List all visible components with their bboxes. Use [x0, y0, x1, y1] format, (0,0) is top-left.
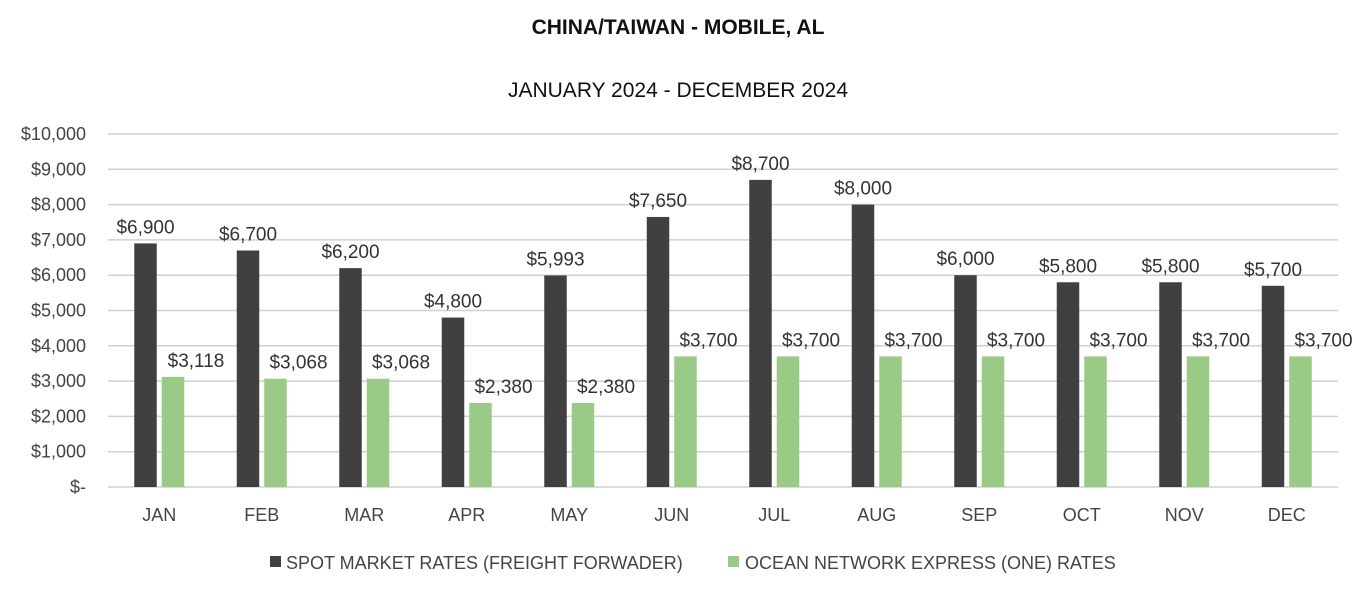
one-rate-label: $3,068	[269, 353, 327, 374]
one-rate-bar	[264, 378, 287, 487]
one-rate-bar	[674, 356, 697, 487]
spot-rate-bar	[646, 216, 670, 487]
y-tick-label: $8,000	[31, 195, 86, 215]
x-tick-label: JUN	[654, 505, 689, 525]
y-tick-label: $6,000	[31, 265, 86, 285]
spot-rate-label: $6,000	[936, 249, 994, 270]
spot-rate-bar	[134, 243, 157, 487]
spot-rate-bar	[954, 275, 977, 487]
bars	[134, 179, 1312, 487]
spot-rate-bar	[851, 204, 875, 487]
spot-rate-bar	[1261, 285, 1285, 487]
spot-rate-bar	[236, 250, 260, 487]
y-axis-ticks: $- $1,000 $2,000 $3,000 $4,000 $5,000 $6,000 $7…	[21, 124, 86, 497]
legend-label-spot: SPOT MARKET RATES (FREIGHT FORWADER)	[286, 553, 683, 573]
x-tick-label: APR	[448, 505, 485, 525]
spot-rate-label: $6,700	[219, 224, 277, 245]
x-tick-label: MAY	[550, 505, 588, 525]
one-rate-bar	[571, 402, 595, 487]
spot-rate-bar	[1159, 282, 1182, 487]
spot-rate-label: $5,800	[1141, 256, 1199, 277]
spot-rate-bar	[749, 179, 772, 487]
spot-rate-label: $5,993	[526, 249, 584, 270]
one-rate-bar	[879, 356, 902, 487]
one-rate-bar	[1084, 356, 1107, 487]
x-tick-label: NOV	[1165, 505, 1204, 525]
legend: SPOT MARKET RATES (FREIGHT FORWADER) OCEA…	[270, 553, 1116, 573]
spot-rate-label: $6,200	[321, 242, 379, 263]
x-tick-label: DEC	[1268, 505, 1306, 525]
x-tick-label: OCT	[1063, 505, 1101, 525]
spot-rate-label: $5,800	[1039, 256, 1097, 277]
one-rate-label: $3,118	[168, 351, 225, 372]
one-rate-bar	[469, 402, 492, 487]
y-tick-label: $-	[70, 477, 86, 497]
x-tick-label: MAR	[344, 505, 384, 525]
y-tick-label: $10,000	[21, 124, 86, 144]
spot-rate-bar	[544, 275, 567, 487]
y-tick-label: $9,000	[31, 159, 86, 179]
x-tick-label: SEP	[961, 505, 997, 525]
spot-rate-label: $7,650	[629, 191, 687, 212]
x-tick-label: JUL	[758, 505, 790, 525]
y-tick-label: $1,000	[31, 442, 86, 462]
one-rate-bar	[981, 356, 1005, 487]
one-rate-bar	[776, 356, 800, 487]
x-axis-ticks: JAN FEB MAR APR MAY JUN JUL AUG SEP OCT NOV DEC	[142, 505, 1306, 525]
one-rate-bar	[161, 376, 185, 487]
legend-swatch-one	[728, 556, 739, 567]
spot-rate-label: $4,800	[424, 292, 482, 313]
one-rate-label: $3,700	[1089, 330, 1147, 351]
spot-rate-bar	[339, 268, 362, 487]
spot-rate-bar	[441, 317, 465, 487]
one-rate-label: $3,700	[679, 330, 737, 351]
y-tick-label: $4,000	[31, 336, 86, 356]
y-tick-label: $5,000	[31, 301, 86, 321]
chart-title: CHINA/TAIWAN - MOBILE, AL	[532, 16, 825, 39]
data-labels: $6,900 $3,118 $6,700 $3,068 $6,200 $3,068 $4,8…	[116, 154, 1352, 398]
legend-label-one: OCEAN NETWORK EXPRESS (ONE) RATES	[745, 553, 1116, 573]
one-rate-bar	[1186, 356, 1210, 487]
one-rate-label: $3,700	[884, 330, 942, 351]
spot-rate-label: $8,000	[834, 179, 892, 200]
y-tick-label: $3,000	[31, 371, 86, 391]
x-tick-label: JAN	[142, 505, 176, 525]
spot-rate-label: $6,900	[116, 217, 174, 238]
one-rate-label: $2,380	[577, 377, 635, 398]
chart-subtitle: JANUARY 2024 - DECEMBER 2024	[508, 79, 848, 102]
x-tick-label: AUG	[857, 505, 896, 525]
one-rate-label: $3,700	[987, 330, 1045, 351]
one-rate-label: $3,068	[372, 353, 430, 374]
one-rate-label: $3,700	[782, 330, 840, 351]
y-tick-label: $7,000	[31, 230, 86, 250]
x-tick-label: FEB	[244, 505, 279, 525]
gridlines	[108, 133, 1338, 488]
one-rate-bar	[366, 378, 390, 487]
spot-rate-label: $8,700	[731, 154, 789, 175]
spot-rate-bar	[1056, 282, 1080, 487]
one-rate-label: $2,380	[474, 377, 532, 398]
one-rate-label: $3,700	[1192, 330, 1250, 351]
y-tick-label: $2,000	[31, 406, 86, 426]
spot-rate-label: $5,700	[1244, 260, 1302, 281]
legend-swatch-spot	[270, 556, 281, 567]
one-rate-bar	[1289, 356, 1312, 487]
one-rate-label: $3,700	[1294, 330, 1352, 351]
